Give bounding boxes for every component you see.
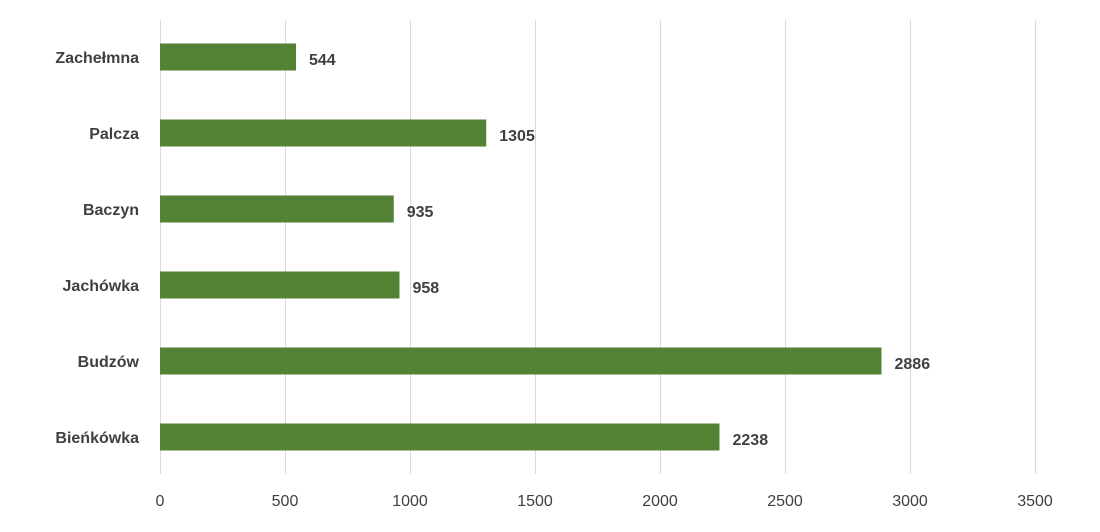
bar-5 [160, 423, 720, 451]
x-axis-tick-labels: 0 500 1000 1500 2000 2500 3000 3500 [156, 493, 1053, 510]
bar-2 [160, 195, 394, 223]
x-tick-label: 0 [156, 493, 165, 510]
data-label: 935 [407, 204, 434, 221]
x-tick-label: 1000 [392, 493, 428, 510]
bar-4 [160, 347, 882, 375]
data-label: 544 [309, 52, 336, 69]
data-label: 1305 [499, 128, 535, 145]
data-label: 2886 [895, 356, 931, 373]
category-label: Bieńkówka [55, 430, 139, 447]
bar-1 [160, 119, 487, 147]
bars [160, 43, 882, 451]
category-labels: Zachełmna Palcza Baczyn Jachówka Budzów Bieńk… [55, 50, 139, 447]
category-label: Palcza [89, 126, 139, 143]
category-label: Budzów [78, 354, 140, 371]
x-tick-label: 1500 [517, 493, 553, 510]
x-tick-label: 3500 [1017, 493, 1053, 510]
category-label: Zachełmna [55, 50, 139, 67]
x-tick-label: 2500 [767, 493, 803, 510]
bar-0 [160, 43, 296, 71]
data-labels: 544 1305 935 958 2886 2238 [309, 52, 930, 449]
data-label: 958 [413, 280, 440, 297]
category-label: Baczyn [83, 202, 139, 219]
bar-3 [160, 271, 400, 299]
x-tick-label: 3000 [892, 493, 928, 510]
data-label: 2238 [733, 432, 769, 449]
gridlines [160, 20, 1036, 474]
x-tick-label: 500 [272, 493, 299, 510]
category-label: Jachówka [63, 278, 140, 295]
x-tick-label: 2000 [642, 493, 678, 510]
